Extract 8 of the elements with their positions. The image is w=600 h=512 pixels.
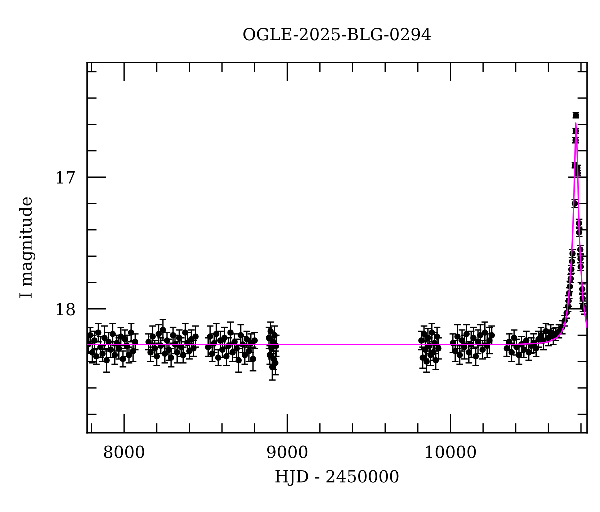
chart-title: OGLE-2025-BLG-0294 xyxy=(244,28,432,41)
x-tick-label: 8000 xyxy=(104,446,144,458)
y-tick-label: 18 xyxy=(57,303,76,316)
x-axis-title: HJD - 2450000 xyxy=(276,470,399,486)
y-axis-title: I magnitude xyxy=(19,198,36,298)
x-tick-label: 10000 xyxy=(426,446,476,458)
y-tick-label: 17 xyxy=(57,171,75,184)
x-tick-label: 9000 xyxy=(267,446,308,458)
